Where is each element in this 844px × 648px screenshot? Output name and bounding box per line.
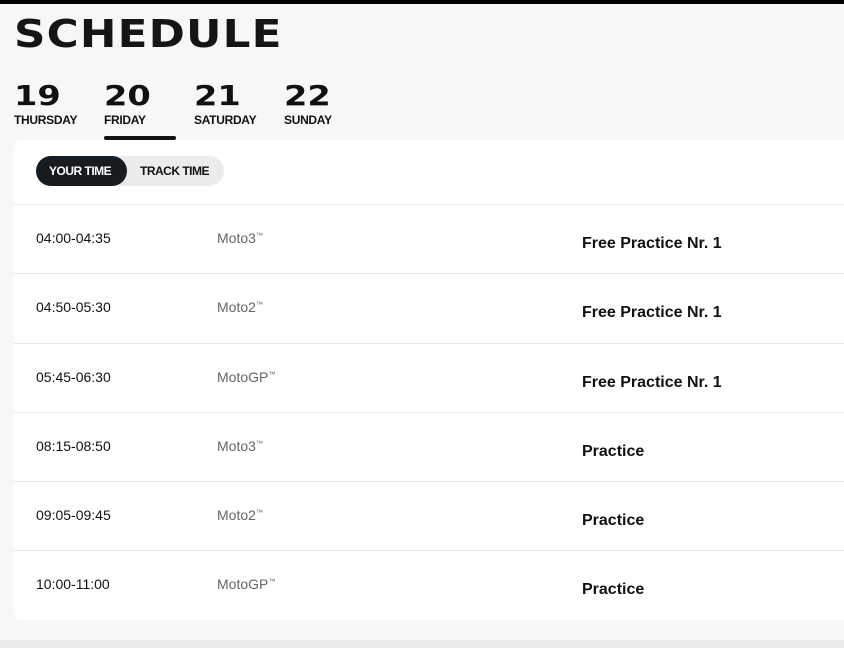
session-time: 09:05-09:45 [36, 507, 111, 524]
class-name: Moto3 [217, 437, 256, 454]
session-class: Moto2™ [217, 299, 263, 315]
trademark: ™ [255, 232, 263, 240]
session-class: Moto2™ [217, 507, 263, 523]
session-class: MotoGP™ [217, 369, 275, 385]
session-class: Moto3™ [217, 230, 263, 246]
session-row[interactable]: 05:45-06:30 MotoGP™ Free Practice Nr. 1 [14, 342, 844, 412]
session-name: Practice [582, 581, 645, 599]
bottom-strip [0, 640, 844, 648]
trademark: ™ [255, 509, 263, 517]
class-name: MotoGP [217, 368, 269, 385]
session-time: 10:00-11:00 [36, 576, 110, 593]
trademark: ™ [268, 578, 276, 586]
session-name: Free Practice Nr. 1 [582, 235, 722, 252]
session-name: Practice [582, 442, 645, 460]
class-name: MotoGP [217, 576, 269, 593]
session-time: 04:50-05:30 [36, 299, 111, 316]
session-time: 08:15-08:50 [36, 437, 111, 454]
tab-day-19[interactable]: 19 THURSDAY [14, 80, 104, 140]
session-class: Moto3™ [217, 438, 263, 454]
page-title: SCHEDULE [14, 12, 283, 56]
session-row[interactable]: 04:00-04:35 Moto3™ Free Practice Nr. 1 [14, 204, 844, 273]
schedule-card: YOUR TIME TRACK TIME 04:00-04:35 Moto3™ Fr… [14, 140, 844, 620]
class-name: Moto2 [217, 507, 256, 524]
session-name: Free Practice Nr. 1 [582, 373, 722, 391]
selected-tab-indicator [104, 136, 176, 140]
day-name: THURSDAY [14, 113, 78, 127]
trademark: ™ [255, 440, 263, 448]
tab-day-21[interactable]: 21 SATURDAY [194, 80, 284, 140]
day-name: FRIDAY [104, 113, 146, 127]
trademark: ™ [268, 370, 276, 378]
session-row[interactable]: 10:00-11:00 MotoGP™ Practice [14, 550, 844, 619]
tab-day-22[interactable]: 22 SUNDAY [284, 80, 374, 140]
day-name: SUNDAY [284, 113, 332, 127]
day-tabs: 19 THURSDAY 20 FRIDAY 21 SATURDAY 22 SUNDAY [14, 80, 374, 140]
class-name: Moto2 [217, 299, 256, 316]
your-time-button[interactable]: YOUR TIME [36, 156, 127, 186]
class-name: Moto3 [217, 230, 256, 246]
time-toggle: YOUR TIME TRACK TIME [36, 156, 224, 186]
session-row[interactable]: 09:05-09:45 Moto2™ Practice [14, 481, 844, 550]
track-time-button[interactable]: TRACK TIME [140, 164, 210, 178]
session-name: Free Practice Nr. 1 [582, 304, 722, 322]
tab-day-20[interactable]: 20 FRIDAY [104, 80, 194, 140]
session-list: 04:00-04:35 Moto3™ Free Practice Nr. 1 04:… [14, 204, 844, 620]
day-name: SATURDAY [194, 113, 257, 127]
session-class: MotoGP™ [217, 576, 275, 592]
trademark: ™ [255, 301, 263, 309]
top-bar [0, 0, 844, 4]
session-time: 04:00-04:35 [36, 230, 111, 246]
session-row[interactable]: 08:15-08:50 Moto3™ Practice [14, 411, 844, 481]
session-name: Practice [582, 512, 645, 530]
day-number: 21 [194, 79, 241, 112]
day-number: 19 [14, 79, 61, 112]
day-number: 20 [104, 79, 151, 112]
day-number: 22 [284, 79, 331, 112]
session-row[interactable]: 04:50-05:30 Moto2™ Free Practice Nr. 1 [14, 273, 844, 342]
session-time: 05:45-06:30 [36, 368, 111, 385]
